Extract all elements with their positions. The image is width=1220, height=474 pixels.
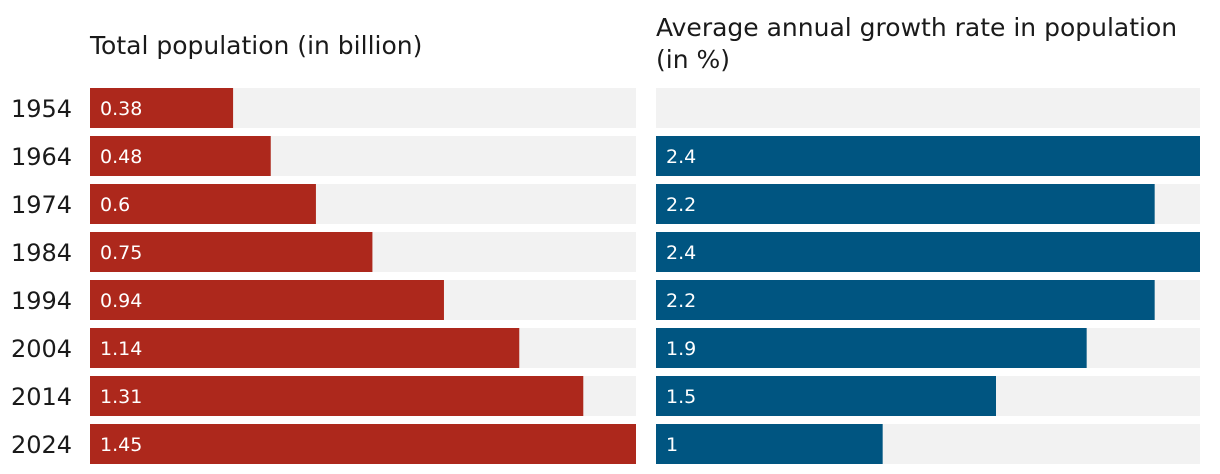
- year-axis: 1954 1964 1974 1984 1994 2004 2014 2024: [11, 95, 72, 459]
- year-label: 2014: [11, 383, 72, 411]
- right-bar: [656, 376, 996, 416]
- left-bar-value-label: 0.75: [100, 242, 142, 264]
- left-bar-value-label: 0.48: [100, 146, 142, 168]
- right-bar-track: [656, 88, 1200, 128]
- left-bar: [90, 88, 234, 128]
- right-panel: Average annual growth rate in population…: [656, 13, 1200, 464]
- left-bar-value-label: 1.45: [100, 434, 142, 456]
- left-bar-value-label: 0.94: [100, 290, 142, 312]
- left-bar-value-label: 1.31: [100, 386, 142, 408]
- right-bar-value-label: 2.4: [666, 242, 696, 264]
- left-bar: [90, 328, 520, 368]
- right-bar-value-label: 2.2: [666, 290, 696, 312]
- right-bar-value-label: 1.9: [666, 338, 696, 360]
- year-label: 1974: [11, 191, 72, 219]
- right-bar: [656, 232, 1200, 272]
- right-bar-value-label: 2.4: [666, 146, 696, 168]
- right-bar: [656, 184, 1155, 224]
- left-bar-value-label: 1.14: [100, 338, 142, 360]
- right-bar-value-label: 1: [666, 434, 678, 456]
- year-label: 1984: [11, 239, 72, 267]
- left-bar: [90, 232, 373, 272]
- right-bar-value-label: 1.5: [666, 386, 696, 408]
- right-bar: [656, 328, 1087, 368]
- year-label: 2004: [11, 335, 72, 363]
- left-bar: [90, 136, 271, 176]
- right-chart-title-line-2: (in %): [656, 45, 730, 74]
- left-bar: [90, 184, 316, 224]
- right-bar: [656, 136, 1200, 176]
- left-bar-value-label: 0.38: [100, 98, 142, 120]
- left-bar: [90, 424, 636, 464]
- year-label: 1994: [11, 287, 72, 315]
- left-panel: Total population (in billion) 0.38 0.48 0.…: [89, 31, 636, 464]
- left-bar: [90, 376, 584, 416]
- year-label: 1964: [11, 143, 72, 171]
- right-bar: [656, 424, 883, 464]
- left-bar: [90, 280, 444, 320]
- right-chart-title-line-1: Average annual growth rate in population: [656, 13, 1177, 42]
- right-bar: [656, 280, 1155, 320]
- right-bar-value-label: 2.2: [666, 194, 696, 216]
- year-label: 2024: [11, 431, 72, 459]
- left-chart-title: Total population (in billion): [89, 31, 422, 60]
- year-label: 1954: [11, 95, 72, 123]
- left-bar-value-label: 0.6: [100, 194, 130, 216]
